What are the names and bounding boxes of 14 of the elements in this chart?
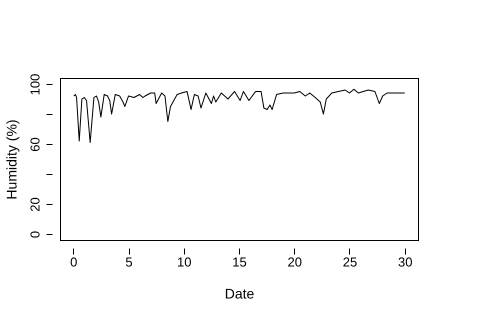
y-tick-label: 0 [28,230,42,238]
x-tick-label: 25 [342,254,358,270]
y-axis-title: Humidity (%) [4,119,20,200]
x-axis-title: Date [224,286,254,302]
x-tick-label: 0 [70,254,78,270]
x-tick-label: 10 [177,254,192,270]
y-tick-label: 60 [28,137,42,152]
x-tick-label: 15 [232,254,247,270]
x-tick-label: 30 [398,254,412,270]
y-tick-label: 20 [28,197,42,212]
x-tick-label: 20 [288,254,302,270]
y-tick-label: 100 [28,74,42,96]
x-tick-label: 5 [125,254,133,270]
line-series [73,88,406,143]
